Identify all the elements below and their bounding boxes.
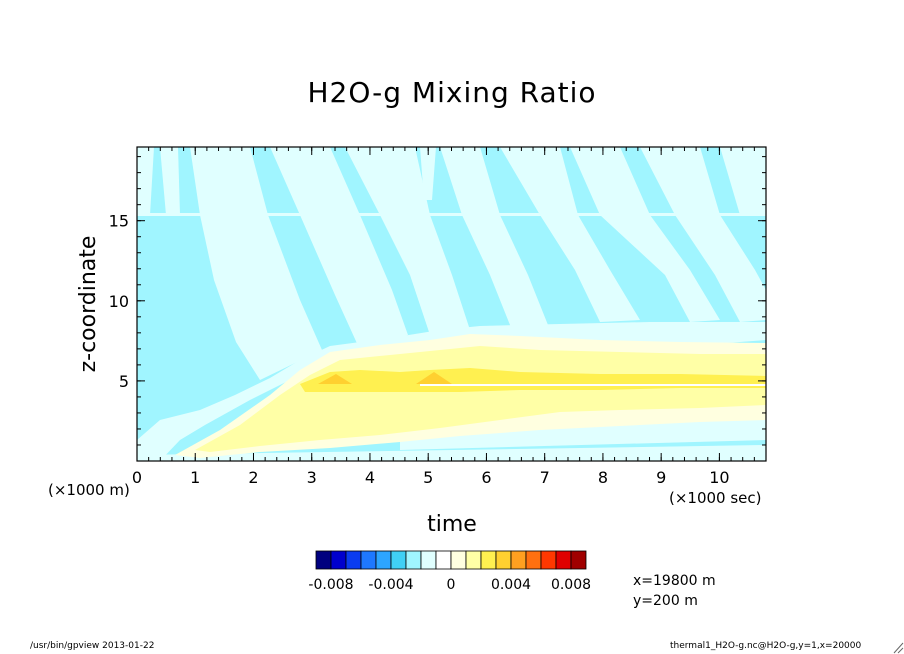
colorbar-swatch [570,550,587,570]
contour-gap-line [420,384,766,386]
x-axis-label: time [427,512,477,537]
footer-program-date: /usr/bin/gpview 2013-01-22 [30,641,155,651]
colorbar-swatch [510,550,527,570]
x-tick-label: 5 [423,468,433,487]
colorbar-tick-label: -0.008 [308,577,353,593]
colorbar-swatch [375,550,392,570]
annotation-y-position: y=200 m [633,593,698,609]
colorbar-swatch [525,550,542,570]
colorbar-tick-label: 0.008 [551,577,591,593]
colorbar-swatch [495,550,512,570]
colorbar-tick-label: 0 [447,577,456,593]
y-axis-unit-note: (×1000 m) [48,481,130,499]
x-axis-unit-note: (×1000 sec) [669,489,762,507]
x-tick-label: 8 [598,468,608,487]
colorbar-swatch [360,550,377,570]
colorbar-swatch [315,550,332,570]
colorbar-swatch [480,550,497,570]
plot-area [137,147,766,461]
colorbar-swatch [390,550,407,570]
colorbar-swatch [450,550,467,570]
x-tick-label: 1 [190,468,200,487]
annotation-x-position: x=19800 m [633,573,716,589]
x-tick-label: 4 [365,468,375,487]
contour-band-yellow-peaks [318,372,452,384]
x-tick-label: 10 [709,468,729,487]
colorbar-swatch [330,550,347,570]
footer-source-file: thermal1_H2O-g.nc@H2O-g,y=1,x=20000 [670,641,862,651]
x-tick-label: 9 [656,468,666,487]
x-tick-label: 2 [248,468,258,487]
colorbar-swatch [345,550,362,570]
x-tick-label: 7 [540,468,550,487]
x-tick-label: 0 [132,468,142,487]
colorbar-swatch [435,550,452,570]
x-tick-label: 6 [481,468,491,487]
axis-tick-labels: 0 1 2 3 4 5 6 7 8 9 10 5 10 15 [109,212,730,487]
y-tick-label: 15 [109,212,129,231]
y-tick-label: 5 [119,372,129,391]
chart-title: H2O-g Mixing Ratio [307,76,597,109]
y-axis-label: z-coordinate [76,236,101,373]
colorbar-swatch [420,550,437,570]
colorbar-swatch [405,550,422,570]
colorbar-swatch [555,550,572,570]
colorbar: -0.008 -0.004 0 0.004 0.008 [308,550,591,593]
axis-ticks [136,147,767,462]
colorbar-swatch [540,550,557,570]
colorbar-tick-label: -0.004 [368,577,413,593]
colorbar-tick-label: 0.004 [491,577,531,593]
y-tick-label: 10 [109,292,129,311]
colorbar-swatch [465,550,482,570]
x-tick-label: 3 [307,468,317,487]
resize-grip-icon [893,642,904,654]
